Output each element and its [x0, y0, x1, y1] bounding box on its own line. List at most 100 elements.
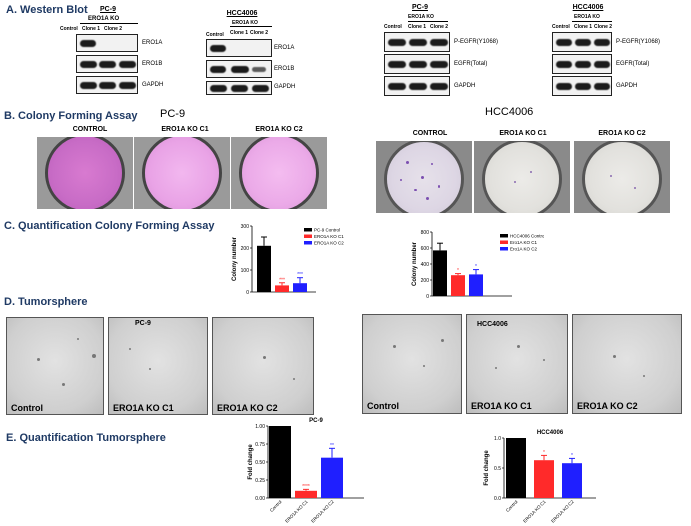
legend-swatch — [304, 228, 312, 232]
significance-label: *** — [279, 277, 285, 283]
section-b-title: B. Colony Forming Assay — [4, 110, 138, 122]
tumorsphere-label: ERO1A KO C2 — [217, 403, 278, 413]
colony-label: CONTROL — [72, 126, 108, 133]
bar — [321, 457, 343, 498]
bar — [269, 426, 291, 498]
x-tick-label: ERO1A KO C2 — [550, 499, 575, 524]
colony-dish-image — [37, 137, 133, 209]
lane-label: Clone 1 — [82, 26, 101, 32]
y-tick-label: 100 — [241, 268, 250, 274]
row-label: GAPDH — [142, 82, 164, 88]
row-label: EGFR(Total) — [454, 61, 488, 67]
blot-strip — [552, 76, 612, 96]
lane-label: Clone 2 — [104, 26, 123, 32]
bar — [275, 285, 289, 292]
wb-panel-subtitle: ERO1A KO — [408, 14, 434, 20]
blot-strip — [76, 76, 138, 94]
x-tick-label: ERO1A KO C1 — [522, 499, 547, 524]
wb-panel-subtitle: ERO1A KO — [232, 20, 258, 26]
bar — [506, 438, 526, 498]
chart-title: PC-9 — [309, 418, 323, 424]
y-axis-label: Colony number — [412, 241, 418, 286]
x-tick-label: ERO1A KO C1 — [284, 499, 309, 524]
x-tick-label: Control — [505, 499, 519, 513]
western-blot-panel-4: HCC4006 ERO1A KO Control Clone 1 Clone 2… — [550, 4, 690, 96]
y-axis-label: Fold change — [484, 450, 490, 486]
lane-label: Control — [60, 26, 78, 32]
lane-label: Clone 2 — [430, 24, 449, 30]
tumorsphere-image: HCC4006 ERO1A KO C1 — [466, 314, 568, 414]
row-label: GAPDH — [274, 84, 296, 90]
y-tick-label: 0.0 — [494, 496, 501, 502]
bar — [295, 490, 317, 498]
wb-panel-subtitle: ERO1A KO — [574, 14, 600, 20]
wb-panel-title: PC-9 — [100, 6, 116, 13]
legend-label: ERO1A KO C1 — [314, 234, 344, 239]
lane-label: Control — [552, 24, 570, 30]
lane-label: Clone 2 — [250, 30, 269, 36]
blot-strip — [384, 54, 450, 74]
colony-dish-image — [376, 141, 472, 213]
western-blot-panel-1: PC-9 ERO1A KO Control Clone 1 Clone 2 ER… — [60, 6, 180, 96]
chart-title: HCC4006 — [537, 430, 564, 436]
section-c-title: C. Quantification Colony Forming Assay — [4, 220, 215, 232]
tumorsphere-cell-tag: PC-9 — [135, 320, 151, 327]
bar — [562, 463, 582, 498]
significance-label: * — [475, 264, 477, 270]
blot-strip — [384, 32, 450, 52]
x-tick-label: ERO1A KO C2 — [310, 499, 335, 524]
bar — [534, 460, 554, 498]
wb-panel-title: HCC4006 — [226, 10, 258, 17]
y-tick-label: 0.00 — [255, 496, 265, 502]
colony-dish-image — [134, 137, 230, 209]
colony-label: ERO1A KO C2 — [598, 130, 646, 137]
lane-label: Control — [384, 24, 402, 30]
bar — [257, 245, 271, 292]
western-blot-panel-2: HCC4006 ERO1A KO Control Clone 1 Clone 2… — [192, 6, 312, 96]
tumorsphere-label: ERO1A KO C1 — [471, 401, 532, 411]
wb-panel-title: PC-9 — [412, 4, 428, 11]
significance-label: * — [457, 268, 459, 274]
bar — [433, 250, 447, 296]
y-tick-label: 1.00 — [255, 424, 265, 430]
blot-strip — [206, 60, 272, 78]
bar — [469, 274, 483, 296]
significance-label: * — [571, 453, 573, 459]
lane-label: Clone 1 — [230, 30, 249, 36]
section-e-title: E. Quantification Tumorsphere — [6, 432, 166, 444]
significance-label: * — [543, 450, 545, 456]
x-tick-label: Control — [269, 499, 283, 513]
y-tick-label: 200 — [421, 278, 430, 284]
wb-panel-subtitle: ERO1A KO — [88, 16, 120, 22]
colony-hcc-title: HCC4006 — [485, 106, 534, 118]
lane-label: Clone 2 — [594, 24, 613, 30]
y-tick-label: 200 — [241, 246, 250, 252]
y-tick-label: 1.0 — [494, 436, 501, 442]
tumorsphere-label: ERO1A KO C1 — [113, 403, 174, 413]
y-axis-label: Fold change — [248, 444, 254, 480]
western-blot-panel-3: PC-9 ERO1A KO Control Clone 1 Clone 2 P-… — [378, 4, 518, 96]
y-tick-label: 0 — [426, 294, 429, 300]
tumorsphere-image: Control — [6, 317, 104, 415]
tumorsphere-image: Control — [362, 314, 462, 414]
y-axis-label: Colony number — [232, 236, 238, 281]
legend-label: PC-9 Control — [314, 228, 340, 233]
colony-label: ERO1A KO C2 — [255, 126, 303, 133]
y-tick-label: 0.50 — [255, 460, 265, 466]
y-tick-label: 0 — [246, 290, 249, 296]
blot-strip — [552, 32, 612, 52]
y-tick-label: 300 — [241, 224, 250, 230]
legend-swatch — [500, 240, 508, 244]
legend-swatch — [500, 234, 508, 238]
row-label: ERO1A — [274, 45, 295, 51]
row-label: ERO1A — [142, 40, 163, 46]
tumorsphere-image: ERO1A KO C2 — [212, 317, 314, 415]
y-tick-label: 0.75 — [255, 442, 265, 448]
colony-label: CONTROL — [412, 130, 448, 137]
blot-strip — [206, 39, 272, 57]
wb-panel-title: HCC4006 — [572, 4, 604, 11]
y-tick-label: 0.5 — [494, 466, 501, 472]
bar — [293, 283, 307, 292]
